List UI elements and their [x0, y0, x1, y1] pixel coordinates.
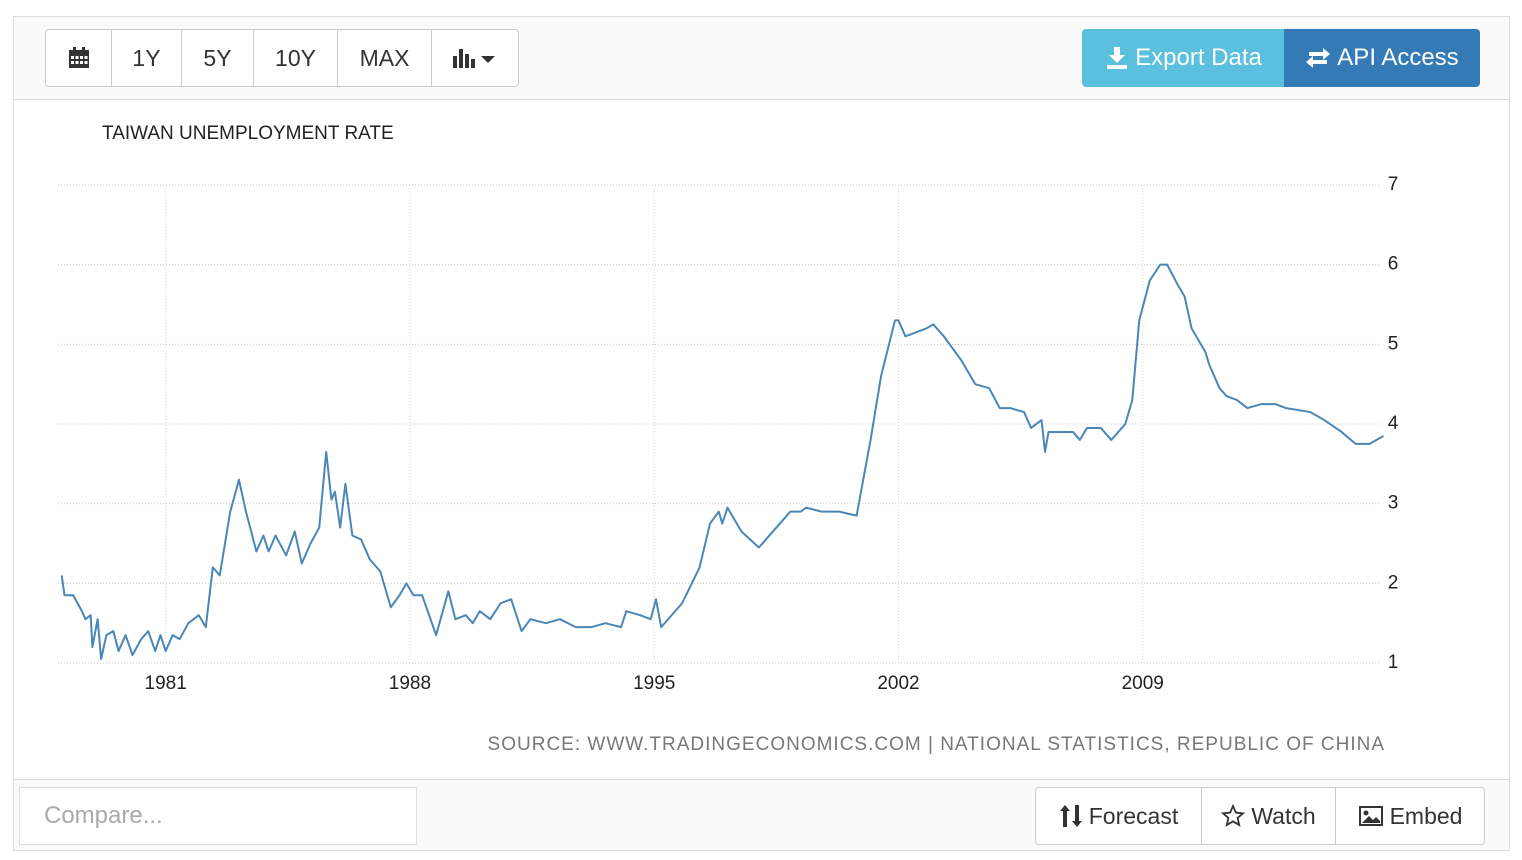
forecast-button[interactable]: Forecast — [1035, 787, 1202, 845]
y-tick-label: 1 — [1388, 652, 1399, 673]
forecast-label: Forecast — [1088, 802, 1179, 829]
exchange-icon — [1306, 48, 1331, 68]
x-tick-label: 1988 — [389, 673, 431, 694]
embed-label: Embed — [1389, 802, 1463, 829]
x-tick-label: 2002 — [877, 673, 919, 694]
sort-icon — [1059, 805, 1082, 827]
calendar-icon — [68, 47, 89, 68]
y-tick-label: 4 — [1388, 413, 1399, 434]
compare-input[interactable]: Compare... — [19, 787, 417, 845]
source-note: SOURCE: WWW.TRADINGECONOMICS.COM | NATIO… — [488, 734, 1385, 755]
x-tick-label: 2009 — [1122, 673, 1164, 694]
export-button[interactable]: Export Data — [1082, 29, 1285, 87]
watch-label: Watch — [1251, 802, 1316, 829]
y-tick-label: 3 — [1388, 493, 1399, 514]
export-label: Export Data — [1135, 44, 1262, 71]
chart-type-button[interactable] — [431, 29, 519, 87]
download-icon — [1107, 47, 1128, 69]
data-line — [60, 263, 1385, 661]
x-tick-label: 1981 — [145, 673, 187, 694]
range-button[interactable]: 10Y — [253, 29, 338, 87]
embed-button[interactable]: Embed — [1335, 787, 1485, 845]
chart-title: TAIWAN UNEMPLOYMENT RATE — [102, 123, 394, 144]
y-tick-label: 6 — [1388, 254, 1399, 275]
y-tick-label: 7 — [1388, 174, 1399, 195]
api-button[interactable]: API Access — [1284, 29, 1480, 87]
y-tick-label: 2 — [1388, 572, 1399, 593]
y-tick-label: 5 — [1388, 333, 1399, 354]
star-icon — [1221, 804, 1246, 827]
chart-type-icon — [453, 49, 495, 68]
x-tick-label: 1995 — [633, 673, 675, 694]
image-icon — [1358, 806, 1383, 826]
watch-button[interactable]: Watch — [1201, 787, 1336, 845]
api-label: API Access — [1337, 44, 1459, 71]
